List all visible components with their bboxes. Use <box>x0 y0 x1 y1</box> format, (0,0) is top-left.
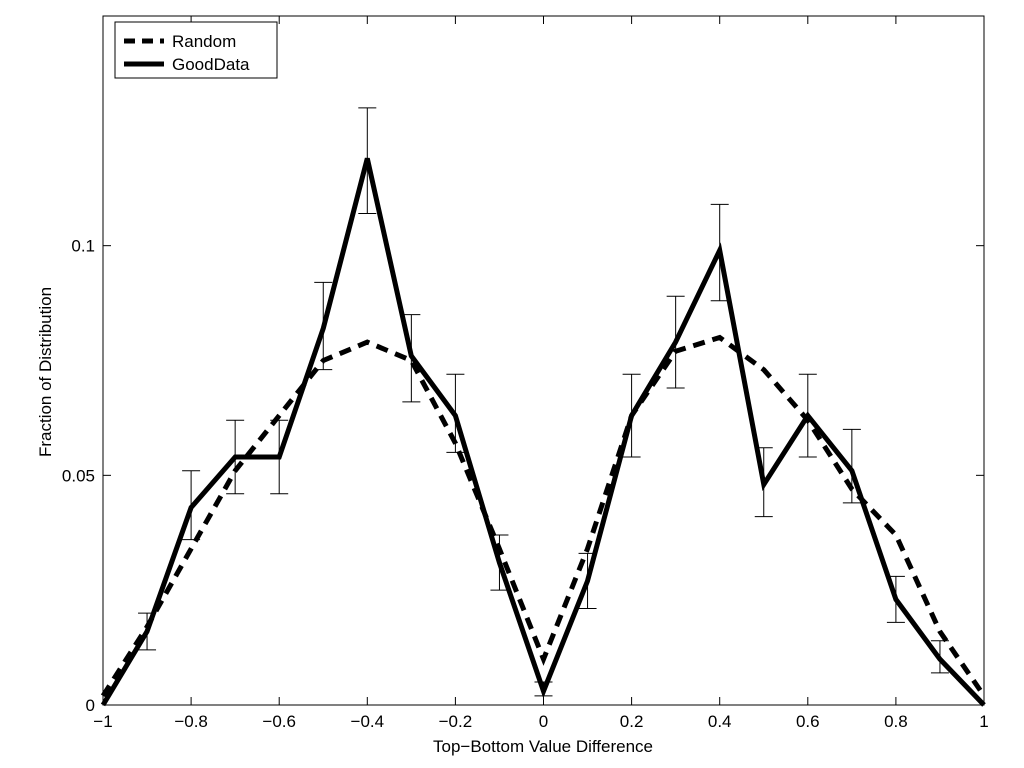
x-axis-ticks: −1 −0.8 −0.6 −0.4 −0.2 0 0.2 0.4 0.6 0.8 1 <box>93 16 989 731</box>
y-tick-label: 0.05 <box>62 466 95 485</box>
x-tick-label: −1 <box>93 712 112 731</box>
x-tick-label: −0.2 <box>439 712 473 731</box>
series-line-gooddata <box>100 157 986 707</box>
y-tick-label: 0.1 <box>71 237 95 256</box>
y-axis-label: Fraction of Distribution <box>36 287 55 457</box>
legend: Random GoodData <box>114 21 278 79</box>
x-tick-label: 0.4 <box>708 712 732 731</box>
y-axis-ticks: 0 0.05 0.1 <box>62 237 984 715</box>
x-tick-label: 0.2 <box>620 712 644 731</box>
x-tick-label: 0.6 <box>796 712 820 731</box>
x-tick-label: 0.8 <box>884 712 908 731</box>
x-tick-label: −0.6 <box>262 712 296 731</box>
x-axis-label: Top−Bottom Value Difference <box>433 737 653 756</box>
x-tick-label: 1 <box>979 712 988 731</box>
series-line-random <box>100 334 987 698</box>
legend-box <box>114 21 278 79</box>
y-tick-label: 0 <box>86 696 95 715</box>
legend-label-gooddata: GoodData <box>172 55 250 74</box>
x-tick-label: 0 <box>539 712 548 731</box>
x-tick-label: −0.4 <box>351 712 385 731</box>
x-tick-label: −0.8 <box>174 712 208 731</box>
legend-label-random: Random <box>172 32 236 51</box>
plot-background <box>103 16 984 705</box>
series-lines <box>100 157 987 707</box>
